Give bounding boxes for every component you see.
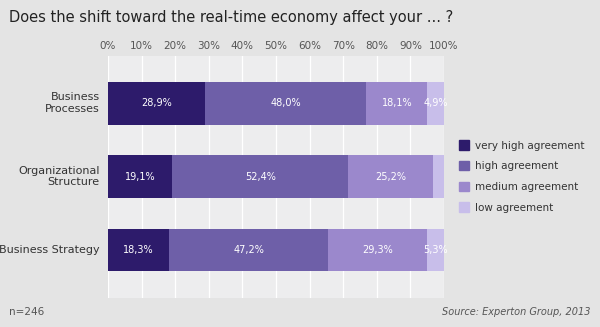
Bar [427, 229, 445, 271]
Text: 25,2%: 25,2% [375, 172, 406, 181]
Text: Source: Experton Group, 2013: Source: Experton Group, 2013 [443, 307, 591, 317]
Text: 28,9%: 28,9% [141, 98, 172, 108]
Text: 52,4%: 52,4% [245, 172, 275, 181]
Text: 18,1%: 18,1% [382, 98, 412, 108]
Legend: very high agreement, high agreement, medium agreement, low agreement: very high agreement, high agreement, med… [456, 137, 587, 216]
Bar [427, 82, 443, 125]
Text: 4,9%: 4,9% [423, 98, 448, 108]
Text: 47,2%: 47,2% [233, 245, 264, 255]
Bar [108, 229, 169, 271]
Bar [433, 155, 444, 198]
Text: 5,3%: 5,3% [423, 245, 448, 255]
Text: Does the shift toward the real-time economy affect your ... ?: Does the shift toward the real-time econ… [9, 10, 453, 25]
Text: 29,3%: 29,3% [362, 245, 392, 255]
Bar [328, 229, 427, 271]
Text: 18,3%: 18,3% [124, 245, 154, 255]
Text: 19,1%: 19,1% [125, 172, 155, 181]
Bar [205, 82, 367, 125]
Bar [367, 82, 427, 125]
Text: 48,0%: 48,0% [271, 98, 301, 108]
Bar [108, 82, 205, 125]
Bar [108, 155, 172, 198]
Bar [348, 155, 433, 198]
Bar [172, 155, 348, 198]
Text: n=246: n=246 [9, 307, 44, 317]
Bar [169, 229, 328, 271]
